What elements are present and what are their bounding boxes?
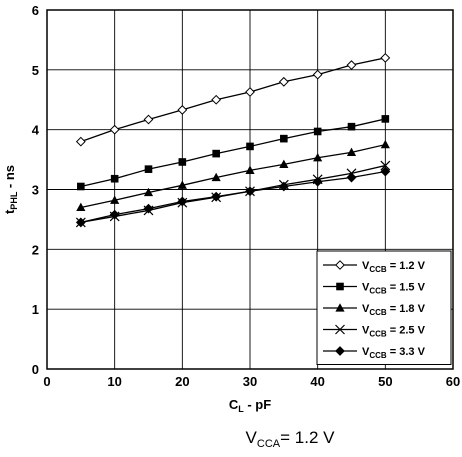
y-tick-label: 3 xyxy=(32,183,39,198)
x-axis-label: CL - pF xyxy=(229,397,271,414)
data-point xyxy=(280,134,288,143)
series-3 xyxy=(76,139,390,212)
data-point xyxy=(211,191,222,202)
x-tick-label: 0 xyxy=(43,374,50,389)
legend-label: VCCB = 3.3 V xyxy=(362,346,426,360)
x-axis-ticks: 0 10 20 30 40 50 60 xyxy=(43,374,460,389)
legend-marker xyxy=(335,303,345,312)
data-point xyxy=(178,158,187,166)
data-point xyxy=(245,165,255,174)
legend-label: VCCB = 1.8 V xyxy=(362,303,426,317)
data-point xyxy=(279,159,289,168)
x-tick-label: 10 xyxy=(107,374,121,389)
data-point xyxy=(313,127,322,136)
data-point xyxy=(346,172,357,183)
legend-marker xyxy=(336,282,344,291)
data-point xyxy=(143,187,154,197)
y-tick-label: 0 xyxy=(32,362,39,377)
legend-marker xyxy=(335,324,345,335)
data-point xyxy=(313,152,323,162)
series-1 xyxy=(75,52,391,147)
legend-label: VCCB = 1.5 V xyxy=(362,282,426,296)
data-point xyxy=(144,165,153,173)
series-line xyxy=(80,170,386,224)
data-point xyxy=(380,139,390,149)
data-point xyxy=(75,217,86,228)
legend-marker xyxy=(335,346,345,356)
data-point xyxy=(109,209,120,220)
data-point xyxy=(245,186,255,197)
series-line xyxy=(80,143,386,209)
legend-entry: VCCB = 1.2 V xyxy=(323,260,426,274)
data-point xyxy=(143,114,154,125)
data-point xyxy=(177,196,188,207)
data-point xyxy=(346,147,357,157)
x-tick-label: 50 xyxy=(378,374,392,389)
series-line xyxy=(80,118,386,188)
y-tick-label: 4 xyxy=(32,123,40,138)
series-5 xyxy=(75,166,391,228)
data-point xyxy=(110,195,120,204)
data-point xyxy=(76,202,86,212)
y-tick-label: 6 xyxy=(32,3,39,18)
legend-entry: VCCB = 3.3 V xyxy=(323,346,426,360)
x-tick-label: 20 xyxy=(175,374,189,389)
series-line xyxy=(80,57,386,143)
legend-label: VCCB = 1.2 V xyxy=(362,260,426,274)
data-point xyxy=(177,180,187,189)
y-tick-label: 5 xyxy=(32,63,39,78)
data-point xyxy=(177,105,188,115)
y-tick-label: 2 xyxy=(32,242,39,257)
data-point xyxy=(312,69,323,80)
data-point xyxy=(312,176,323,187)
data-point xyxy=(346,60,357,70)
data-point xyxy=(110,174,119,183)
data-point xyxy=(245,87,255,97)
legend-entry: VCCB = 1.8 V xyxy=(323,303,426,317)
data-point xyxy=(212,149,220,158)
data-point xyxy=(211,172,221,182)
caption: VCCA= 1.2 V xyxy=(246,428,336,450)
x-tick-label: 40 xyxy=(310,374,324,389)
plot-frame xyxy=(46,9,454,370)
y-tick-label: 1 xyxy=(32,302,39,317)
data-point xyxy=(278,76,289,87)
data-point xyxy=(246,142,254,151)
data-point xyxy=(380,166,391,177)
y-axis-ticks: 0 1 2 3 4 5 6 xyxy=(32,3,40,377)
data-point xyxy=(380,160,391,171)
legend-entry: VCCB = 2.5 V xyxy=(323,325,426,339)
legend: VCCB = 1.2 V VCCB = 1.5 V VCCB = 1.8 V VCCB… xyxy=(316,250,452,365)
x-tick-label: 30 xyxy=(243,374,257,389)
series-2 xyxy=(77,115,390,191)
y-axis-label: tPHL - ns xyxy=(2,165,19,214)
data-point xyxy=(77,182,85,191)
data-point xyxy=(75,136,86,147)
data-point xyxy=(278,181,289,192)
series-layer xyxy=(75,52,391,228)
legend-entry: VCCB = 1.5 V xyxy=(323,282,426,296)
data-point xyxy=(380,52,391,63)
legend-label: VCCB = 2.5 V xyxy=(362,325,426,339)
data-point xyxy=(143,203,154,214)
data-point xyxy=(381,115,390,123)
legend-marker xyxy=(335,260,345,270)
data-point xyxy=(211,94,222,105)
x-tick-label: 60 xyxy=(446,374,460,389)
data-point xyxy=(347,122,356,131)
data-point xyxy=(109,124,120,135)
